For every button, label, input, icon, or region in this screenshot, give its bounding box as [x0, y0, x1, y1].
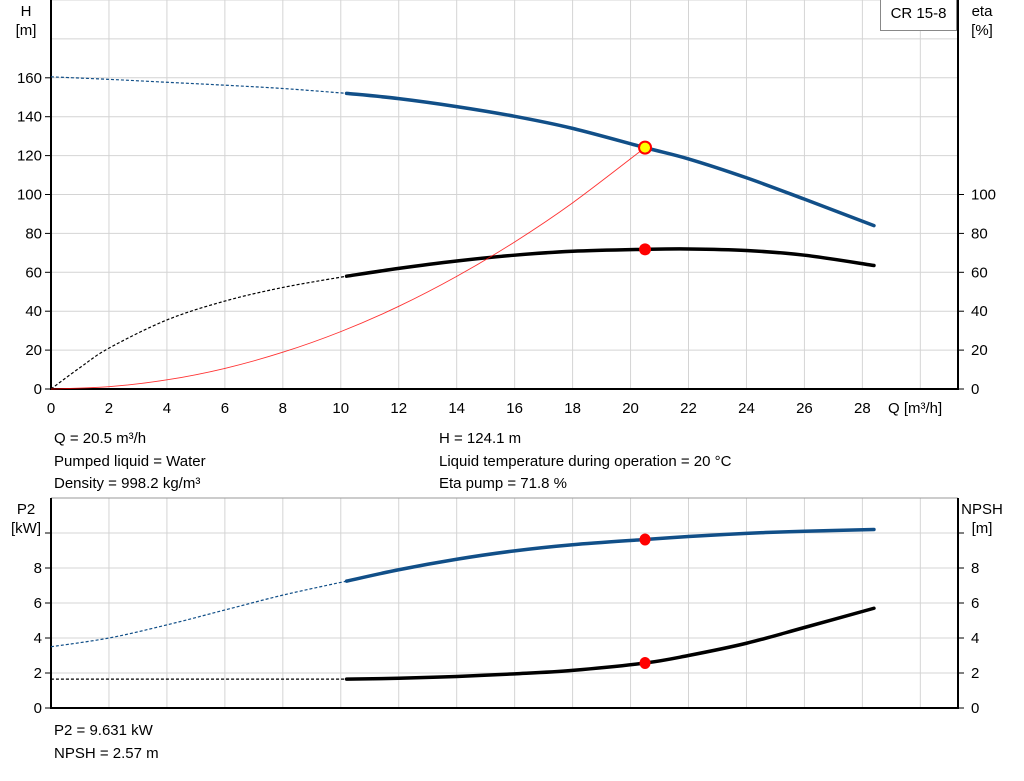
y-label-right-unit: [%]: [971, 22, 993, 39]
y-tick-label-right: 6: [971, 595, 979, 612]
x-tick-label: 4: [163, 400, 171, 417]
x-tick-label: 2: [105, 400, 113, 417]
y-tick-label-right: 20: [971, 342, 988, 359]
y-tick-label-right: 60: [971, 264, 988, 281]
y-tick-label-left: 60: [25, 264, 42, 281]
y-label-left-unit: [kW]: [11, 520, 41, 537]
duty-point-eta: [639, 243, 652, 256]
series-P2: [344, 527, 876, 583]
y-tick-label-left: 20: [25, 342, 42, 359]
info-top-left: Q = 20.5 m³/h Pumped liquid = Water Dens…: [54, 428, 206, 496]
series-system-curve: [50, 147, 646, 390]
info-npsh: NPSH = 2.57 m: [54, 744, 159, 762]
duty-point-p2: [639, 533, 651, 546]
y-tick-label-left: 6: [34, 595, 42, 612]
series-H: [344, 91, 876, 228]
series-P2-extrapolated: [50, 580, 347, 648]
y-tick-label-right: 2: [971, 665, 979, 682]
x-tick-label: 12: [390, 400, 407, 417]
y-tick-label-left: 140: [17, 109, 42, 126]
y-label-right-unit: [m]: [972, 520, 993, 537]
y-label-right-name: NPSH: [961, 501, 1003, 518]
info-p2: P2 = 9.631 kW: [54, 722, 153, 739]
y-tick-label-right: 100: [971, 187, 996, 204]
y-tick-label-right: 40: [971, 303, 988, 320]
legend-pump-model: CR 15-8: [880, 0, 957, 31]
x-tick-label: 8: [279, 400, 287, 417]
x-tick-label: 10: [332, 400, 349, 417]
x-tick-label: 28: [854, 400, 871, 417]
y-tick-label-left: 40: [25, 303, 42, 320]
y-label-left-unit: [m]: [16, 22, 37, 39]
info-temperature: Liquid temperature during operation = 20…: [439, 452, 732, 470]
info-liquid: Pumped liquid = Water: [54, 452, 206, 470]
y-tick-label-right: 80: [971, 225, 988, 242]
x-tick-label: 0: [47, 400, 55, 417]
series-H-extrapolated: [50, 76, 347, 94]
x-axis-label: Q [m³/h]: [888, 400, 942, 417]
y-tick-label-right: 8: [971, 560, 979, 577]
y-tick-label-left: 160: [17, 70, 42, 87]
y-tick-label-left: 8: [34, 560, 42, 577]
x-tick-label: 18: [564, 400, 581, 417]
info-density: Density = 998.2 kg/m³: [54, 475, 201, 492]
y-label-right-name: eta: [972, 3, 994, 20]
series-eta-extrapolated: [50, 275, 347, 390]
y-tick-label-right: 0: [971, 381, 979, 398]
series-eta: [344, 247, 876, 278]
x-tick-label: 14: [448, 400, 465, 417]
panel-1: 0 2 4 6 8 0 2 4 6 8 P2 [kW] NPSH [m]: [11, 497, 1003, 717]
y-tick-label-left: 4: [34, 630, 42, 647]
info-bottom: P2 = 9.631 kW NPSH = 2.57 m: [54, 720, 159, 765]
x-tick-label: 16: [506, 400, 523, 417]
x-tick-label: 6: [221, 400, 229, 417]
y-tick-label-left: 100: [17, 187, 42, 204]
y-tick-label-left: 80: [25, 225, 42, 242]
info-top-right: H = 124.1 m Liquid temperature during op…: [439, 428, 731, 496]
series-NPSH: [344, 606, 876, 681]
y-label-left-name: P2: [17, 501, 35, 518]
duty-point-head: [638, 140, 653, 155]
y-tick-label-left: 0: [34, 700, 42, 717]
y-tick-label-left: 2: [34, 665, 42, 682]
y-tick-label-left: 120: [17, 148, 42, 165]
info-eta: Eta pump = 71.8 %: [439, 475, 567, 492]
y-tick-label-right: 0: [971, 700, 979, 717]
y-tick-label-left: 0: [34, 381, 42, 398]
y-tick-label-right: 4: [971, 630, 979, 647]
x-tick-label: 26: [796, 400, 813, 417]
y-label-left-name: H: [21, 3, 32, 20]
x-tick-label: 24: [738, 400, 755, 417]
x-tick-label: 22: [680, 400, 697, 417]
x-tick-label: 20: [622, 400, 639, 417]
info-flow: Q = 20.5 m³/h: [54, 430, 147, 447]
duty-point-npsh: [639, 657, 651, 670]
info-head: H = 124.1 m: [439, 430, 522, 447]
